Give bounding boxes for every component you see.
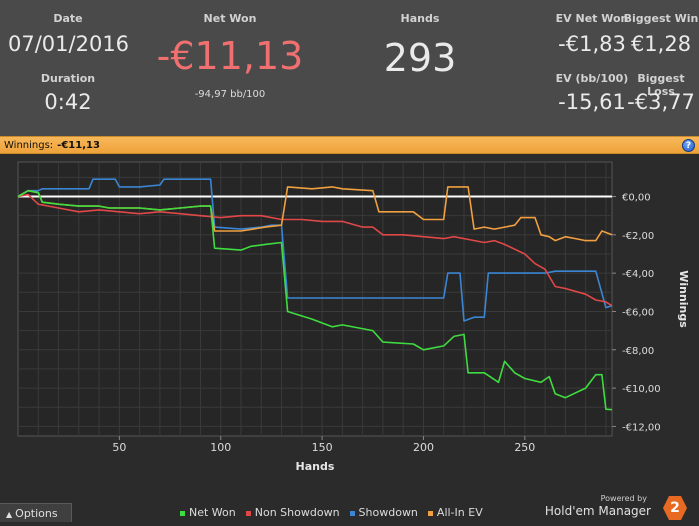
net-won-bb100: -94,97 bb/100 [194, 89, 266, 100]
x-tick-label: 250 [514, 441, 535, 454]
legend-label: All-In EV [436, 506, 483, 519]
biggest-loss-value: -€3,77 [627, 90, 695, 114]
y-tick-label: -€12,00 [622, 422, 661, 433]
net-won-value: -€11,13 [156, 34, 304, 78]
winnings-chart-svg: 50 100 150 200 250 €0,00 -€2,00 -€4,00 -€6,00 -€8… [17, 161, 690, 473]
legend-label: Net Won [189, 506, 236, 519]
y-tick-label: -€10,00 [622, 384, 661, 395]
legend-item-non-showdown: Non Showdown [245, 506, 340, 519]
duration-value: 0:42 [44, 90, 92, 114]
x-tick-label: 150 [312, 441, 333, 454]
legend-swatch [180, 510, 185, 516]
series-line-net-won [17, 189, 613, 411]
winnings-bar-label: Winnings: [4, 140, 54, 151]
hands-value: 293 [383, 36, 457, 80]
options-button[interactable]: ▲ Options [0, 503, 72, 522]
chart-legend: Net Won Non Showdown Showdown All-In EV [180, 506, 493, 519]
x-axis-label: Hands [296, 460, 335, 473]
biggest-loss-label: Biggest Loss [637, 72, 685, 98]
holdem-manager-logo: Powered by Hold'em Manager 2 [544, 494, 687, 522]
hands-label: Hands [400, 12, 440, 25]
y-tick-label: -€8,00 [622, 346, 654, 357]
y-tick-label: -€2,00 [622, 231, 654, 242]
legend-swatch [427, 510, 433, 516]
ev-net-won-value: -€1,83 [558, 32, 626, 56]
ev-bb100-value: -15,61 [558, 90, 626, 114]
y-axis-label: Winnings [677, 270, 690, 328]
legend-swatch [245, 510, 251, 516]
legend-item-all-in-ev: All-In EV [427, 506, 483, 519]
winnings-chart: 50 100 150 200 250 €0,00 -€2,00 -€4,00 -€6,00 -€8… [0, 154, 699, 522]
winnings-bar: Winnings: -€11,13 ? [0, 136, 699, 154]
options-arrow-icon: ▲ [6, 510, 13, 519]
ev-net-won-label: EV Net Won [555, 12, 629, 25]
series-line-showdown [17, 178, 613, 322]
date-label: Date [53, 12, 83, 25]
options-label: Options [15, 507, 58, 520]
session-stats-panel: Date 07/01/2016 Duration 0:42 Net Won -€… [0, 0, 699, 136]
net-won-label: Net Won [203, 12, 257, 25]
legend-swatch [349, 510, 355, 516]
y-tick-label: -€4,00 [622, 269, 654, 280]
x-tick-label: 50 [112, 441, 126, 454]
duration-label: Duration [40, 72, 96, 85]
logo-name: Hold'em Manager [544, 504, 651, 518]
biggest-win-label: Biggest Win [623, 12, 699, 25]
legend-item-net-won: Net Won [180, 506, 236, 519]
winnings-bar-amount: -€11,13 [57, 140, 100, 151]
x-tick-label: 200 [413, 441, 434, 454]
logo-badge: 2 [663, 496, 687, 520]
plot-area [17, 161, 613, 437]
y-tick-label: -€6,00 [622, 307, 654, 318]
date-value: 07/01/2016 [8, 32, 130, 56]
biggest-win-value: €1,28 [630, 32, 692, 56]
legend-label: Non Showdown [254, 506, 340, 519]
x-tick-label: 100 [210, 441, 231, 454]
powered-by-text: Powered by [600, 494, 647, 503]
ev-bb100-label: EV (bb/100) [555, 72, 629, 85]
y-tick-label: €0,00 [622, 192, 651, 203]
legend-item-showdown: Showdown [349, 506, 418, 519]
series-line-non-showdown [17, 193, 613, 307]
help-icon[interactable]: ? [682, 139, 695, 152]
legend-label: Showdown [358, 506, 418, 519]
